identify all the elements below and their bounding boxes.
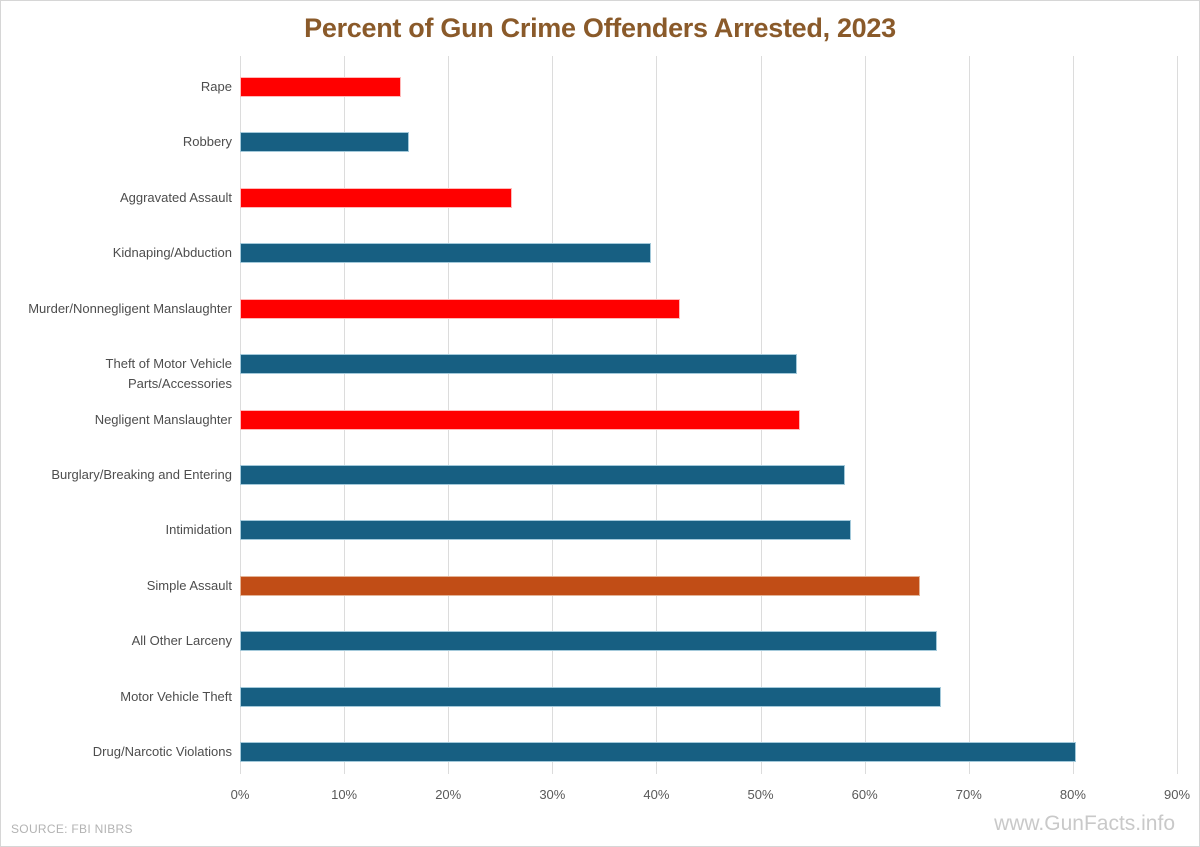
bar	[240, 464, 845, 485]
category-label: Kidnaping/Abduction	[112, 245, 232, 261]
x-axis-tick-label: 70%	[955, 787, 982, 802]
bar	[240, 631, 937, 652]
gridline	[1177, 56, 1178, 774]
category-label: Theft of Motor Vehicle Parts/Accessories	[105, 356, 232, 392]
x-axis-tick-label: 90%	[1163, 787, 1191, 802]
bar	[240, 409, 801, 430]
bar	[240, 742, 1076, 763]
category-label: Simple Assault	[146, 577, 232, 593]
source-note: SOURCE: FBI NIBRS	[11, 822, 133, 836]
x-axis-tick-label: 80%	[1059, 787, 1086, 802]
gridline	[968, 56, 970, 774]
bar	[240, 132, 409, 153]
category-label: Murder/Nonnegligent Manslaughter	[28, 300, 232, 316]
bar	[240, 354, 797, 375]
bar	[240, 686, 941, 707]
x-axis-tick-label: 50%	[747, 787, 774, 802]
bar	[240, 520, 852, 541]
category-label: Aggravated Assault	[119, 189, 232, 205]
x-axis-tick-label: 40%	[643, 787, 670, 802]
category-label: All Other Larceny	[131, 633, 232, 649]
bar	[240, 575, 920, 596]
bar	[240, 298, 681, 319]
x-axis-tick-label: 0%	[230, 787, 250, 802]
bar	[240, 187, 512, 208]
category-label: Drug/Narcotic Violations	[92, 744, 232, 760]
category-label: Burglary/Breaking and Entering	[51, 466, 232, 482]
gridline	[864, 56, 866, 774]
watermark-text: www.GunFacts.info	[994, 812, 1175, 835]
bar	[240, 76, 402, 97]
category-label: Robbery	[182, 134, 232, 150]
x-axis-tick-label: 10%	[331, 787, 358, 802]
category-label: Negligent Manslaughter	[94, 411, 232, 427]
x-axis-tick-label: 20%	[435, 787, 462, 802]
category-label: Motor Vehicle Theft	[120, 688, 232, 704]
x-axis-tick-label: 30%	[539, 787, 566, 802]
gridline	[1072, 56, 1074, 774]
category-label: Rape	[200, 78, 232, 94]
bar	[240, 243, 652, 264]
category-label: Intimidation	[165, 522, 232, 538]
x-axis-tick-label: 60%	[851, 787, 878, 802]
chart-title: Percent of Gun Crime Offenders Arrested,…	[304, 13, 896, 43]
